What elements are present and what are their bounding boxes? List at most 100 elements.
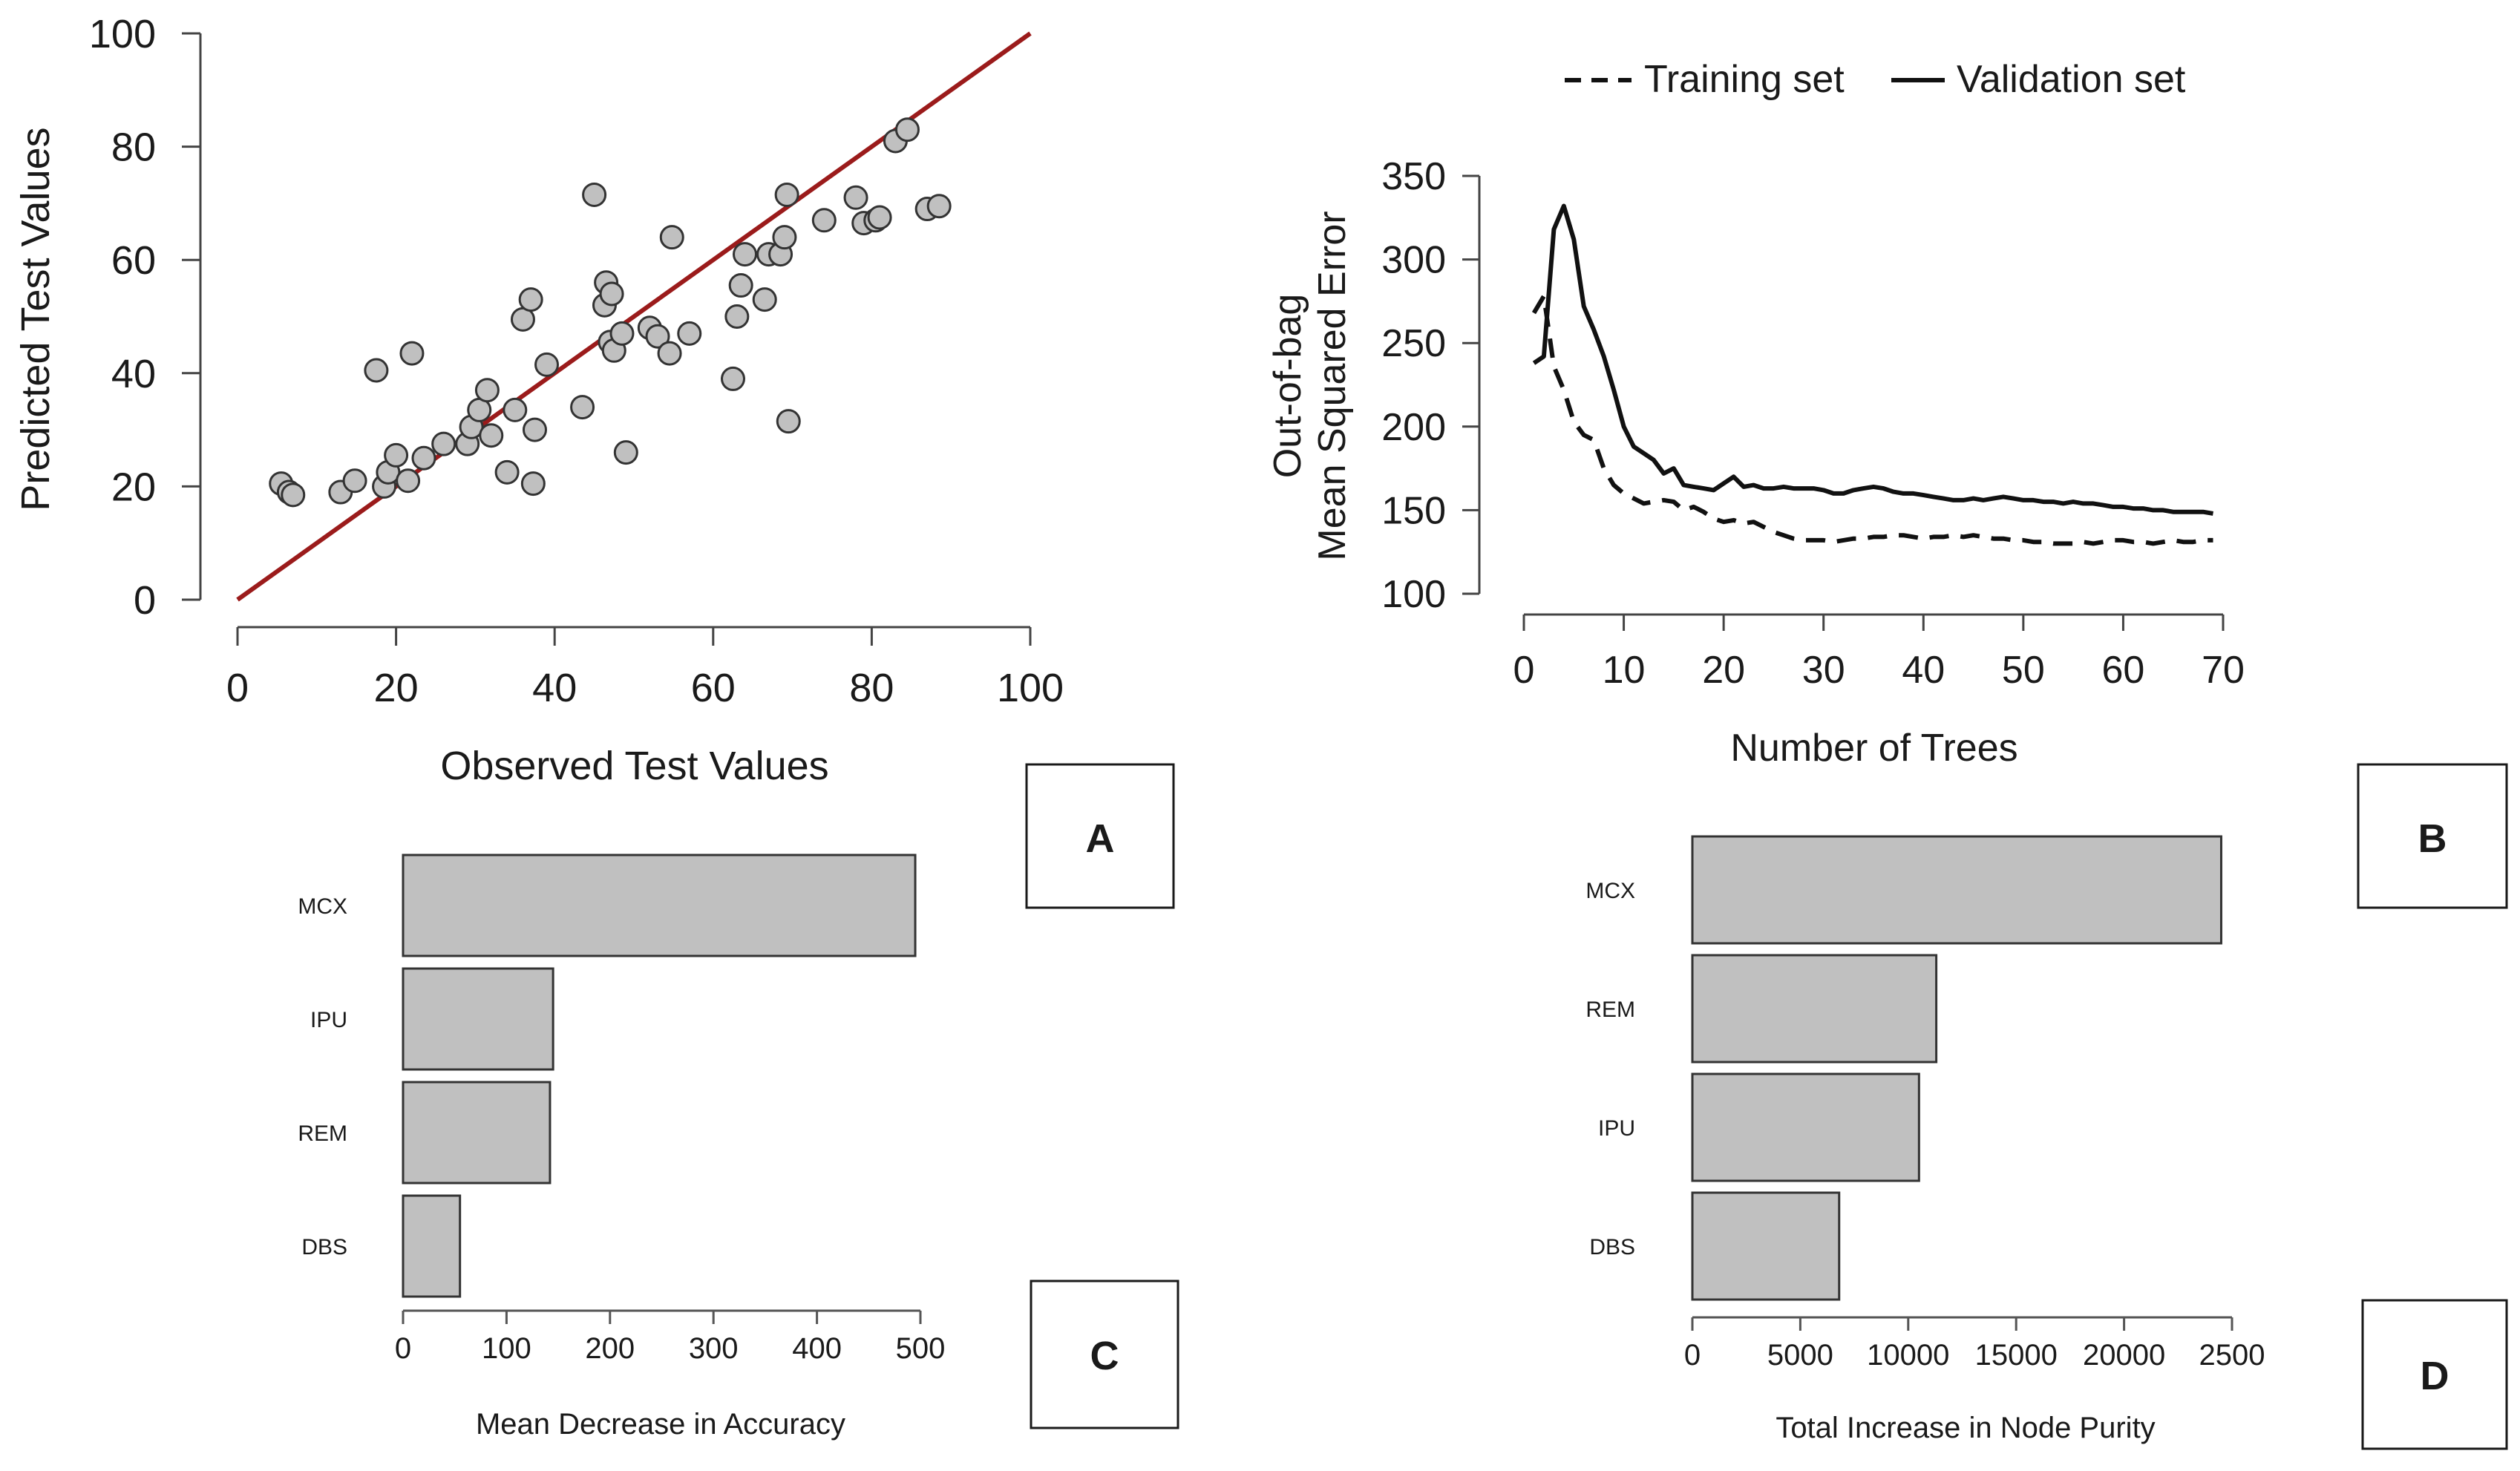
panel-d-bar-chart: MCX REM IPU DBS 0 5000 10000 15000 20000 2500 Tot… — [1585, 835, 2265, 1444]
x-tick-label: 500 — [896, 1332, 946, 1365]
panel-a-axes: 0 20 40 60 80 100 0 20 40 60 80 100 — [89, 12, 1064, 710]
x-tick-label: 80 — [849, 666, 894, 710]
scatter-point — [520, 471, 546, 497]
x-tick-label: 20 — [374, 666, 419, 710]
bar-label: REM — [298, 1121, 347, 1146]
x-tick-label: 10000 — [1867, 1339, 1949, 1372]
x-tick-label: 0 — [1684, 1339, 1701, 1372]
panel-label-d-text: D — [2421, 1354, 2449, 1398]
scatter-point — [613, 440, 638, 465]
x-tick-label: 400 — [792, 1332, 842, 1365]
scatter-point — [384, 442, 409, 468]
panel-b-axes: 0 10 20 30 40 50 60 70 100 150 200 250 300 350 — [1381, 155, 2245, 692]
y-tick-label: 80 — [111, 125, 156, 170]
scatter-point — [396, 468, 421, 494]
y-tick-label: 40 — [111, 352, 156, 396]
x-tick-label: 10 — [1603, 649, 1646, 692]
x-tick-label: 30 — [1802, 649, 1845, 692]
x-tick-label: 300 — [689, 1332, 739, 1365]
scatter-point — [776, 409, 801, 434]
x-tick-label: 40 — [1902, 649, 1945, 692]
y-axis-label-line-1: Out-of-bag — [1266, 294, 1309, 479]
panel-label-a-text: A — [1086, 816, 1115, 861]
y-tick-label: 200 — [1381, 406, 1446, 449]
panel-a-scatter: 0 20 40 60 80 100 0 20 40 60 80 100 Observed Test V… — [13, 12, 1064, 788]
bar-label: DBS — [301, 1235, 347, 1259]
x-tick-label: 2500 — [2199, 1339, 2265, 1372]
scatter-points — [269, 117, 952, 508]
x-axis-label: Mean Decrease in Accuracy — [476, 1408, 845, 1441]
x-tick-label: 200 — [585, 1332, 635, 1365]
y-tick-label: 100 — [89, 12, 156, 56]
scatter-point — [721, 366, 745, 391]
panel-label-b: B — [2357, 763, 2508, 909]
y-tick-label: 250 — [1381, 322, 1446, 365]
scatter-point — [677, 321, 702, 346]
scatter-point — [659, 225, 684, 250]
bar-rem — [402, 1081, 552, 1185]
training-set-line — [1531, 294, 2213, 546]
panel-label-d: D — [2361, 1299, 2508, 1450]
panel-b-line-chart: 0 10 20 30 40 50 60 70 100 150 200 250 300 350 Number… — [1266, 58, 2245, 770]
bar-label: IPU — [1598, 1116, 1635, 1141]
scatter-point — [599, 281, 624, 307]
x-tick-label: 15000 — [1975, 1339, 2058, 1372]
x-tick-label: 70 — [2202, 649, 2245, 692]
scatter-point — [411, 445, 436, 471]
scatter-point — [733, 242, 758, 267]
x-tick-label: 20000 — [2083, 1339, 2165, 1372]
scatter-point — [772, 225, 797, 250]
y-tick-label: 100 — [1381, 573, 1446, 616]
scatter-point — [752, 287, 777, 312]
x-tick-label: 0 — [1513, 649, 1535, 692]
scatter-point — [774, 182, 799, 207]
legend-label-validation: Validation set — [1957, 58, 2186, 101]
scatter-point — [609, 321, 635, 346]
scatter-point — [926, 194, 952, 219]
y-tick-label: 20 — [111, 465, 156, 509]
y-tick-label: 300 — [1381, 239, 1446, 282]
scatter-point — [342, 468, 367, 494]
scatter-point — [867, 205, 892, 230]
panel-label-b-text: B — [2418, 816, 2447, 861]
scatter-point — [534, 352, 560, 377]
scatter-point — [399, 341, 425, 366]
bar-label: DBS — [1589, 1235, 1635, 1259]
bar-label: IPU — [310, 1008, 347, 1032]
y-axis-label-line-2: Mean Squared Error — [1311, 211, 1354, 560]
bar-mcx — [1691, 835, 2222, 945]
x-axis-label: Total Increase in Node Purity — [1776, 1412, 2155, 1444]
x-tick-label: 50 — [2002, 649, 2045, 692]
scatter-point — [518, 287, 543, 312]
x-axis-label: Observed Test Values — [440, 744, 828, 788]
x-tick-label: 20 — [1702, 649, 1745, 692]
x-tick-label: 0 — [395, 1332, 411, 1365]
x-tick-label: 60 — [691, 666, 736, 710]
panel-label-a: A — [1025, 763, 1175, 909]
legend: Training set Validation set — [1565, 58, 2186, 101]
scatter-point — [811, 208, 837, 233]
scatter-point — [281, 482, 306, 508]
scatter-point — [503, 397, 528, 422]
scatter-point — [431, 431, 456, 456]
scatter-point — [843, 185, 868, 210]
scatter-point — [479, 423, 504, 448]
bar-rem — [1691, 954, 1938, 1064]
bar-label: REM — [1585, 997, 1635, 1022]
validation-set-line — [1532, 203, 2213, 516]
x-tick-label: 100 — [997, 666, 1064, 710]
panel-c-bar-chart: MCX IPU REM DBS 0 100 200 300 400 500 Mean Decrea… — [298, 854, 946, 1441]
x-tick-label: 60 — [2102, 649, 2145, 692]
scatter-point — [894, 117, 920, 142]
legend-label-training: Training set — [1644, 58, 1845, 101]
x-tick-label: 40 — [532, 666, 577, 710]
panel-c-bars: MCX IPU REM DBS 0 100 200 300 400 500 — [298, 854, 946, 1365]
y-axis-label: Predicted Test Values — [13, 127, 58, 511]
panel-label-c-text: C — [1090, 1334, 1119, 1378]
bar-label: MCX — [1585, 879, 1635, 903]
x-tick-label: 0 — [226, 666, 249, 710]
bar-ipu — [402, 967, 554, 1071]
bar-ipu — [1691, 1072, 1920, 1182]
scatter-point — [724, 304, 750, 329]
